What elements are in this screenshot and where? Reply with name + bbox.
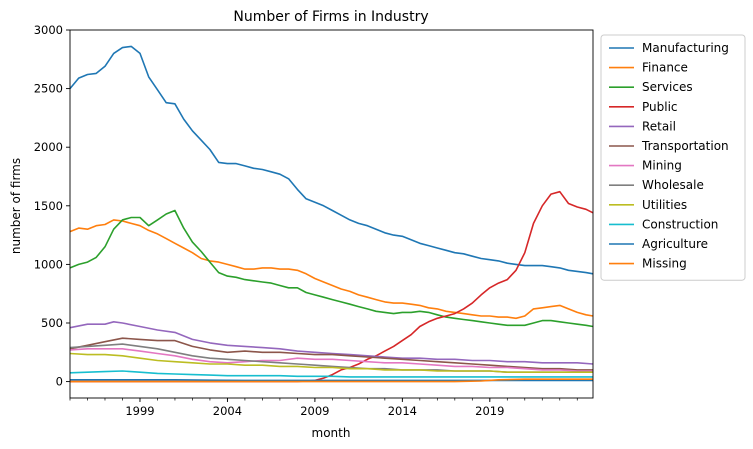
y-tick-label: 3000 bbox=[34, 23, 63, 37]
y-tick-label: 2000 bbox=[34, 140, 63, 154]
series-line-manufacturing bbox=[69, 45, 594, 275]
legend-label: Wholesale bbox=[642, 178, 704, 192]
x-tick-label: 1999 bbox=[125, 404, 154, 418]
legend-label: Retail bbox=[642, 119, 676, 133]
legend-label: Services bbox=[642, 80, 693, 94]
series-line-missing bbox=[70, 378, 593, 383]
x-tick-label: 2009 bbox=[300, 404, 329, 418]
y-tick-label: 2500 bbox=[34, 82, 63, 96]
x-tick-label: 2019 bbox=[475, 404, 504, 418]
series-line-mining bbox=[69, 348, 593, 372]
plot-frame bbox=[69, 29, 594, 399]
legend: Manufacturing Finance Services Public Retail… bbox=[600, 34, 746, 281]
legend-label: Mining bbox=[642, 159, 682, 173]
legend-label: Missing bbox=[642, 257, 687, 271]
series-line-construction bbox=[69, 370, 593, 378]
y-axis-title: number of firms bbox=[9, 158, 23, 254]
legend-label: Manufacturing bbox=[642, 41, 729, 55]
plot-area: 0 500 1000 1500 2000 2500 3000 1999 2004 2009 2014… bbox=[34, 23, 594, 418]
legend-label: Agriculture bbox=[642, 237, 708, 251]
series-line-retail bbox=[69, 321, 594, 365]
legend-box bbox=[600, 34, 746, 281]
y-tick-label: 0 bbox=[56, 375, 63, 389]
series-line-transportation bbox=[69, 337, 593, 371]
legend-label: Utilities bbox=[642, 198, 687, 212]
x-tick-label: 2014 bbox=[388, 404, 417, 418]
legend-label: Public bbox=[642, 100, 678, 114]
y-tick-label: 1500 bbox=[34, 199, 63, 213]
series-line-agriculture bbox=[70, 379, 593, 382]
series-line-services bbox=[69, 209, 594, 328]
series-line-finance bbox=[69, 219, 594, 320]
y-tick-label: 1000 bbox=[34, 257, 63, 271]
legend-label: Transportation bbox=[641, 139, 729, 153]
x-tick-label: 2004 bbox=[213, 404, 242, 418]
legend-label: Construction bbox=[642, 217, 718, 231]
legend-label: Finance bbox=[642, 61, 688, 75]
y-tick-label: 500 bbox=[41, 316, 63, 330]
chart-title: Number of Firms in Industry bbox=[233, 9, 428, 25]
series-line-utilities bbox=[69, 352, 593, 373]
x-axis-title: month bbox=[312, 426, 351, 440]
